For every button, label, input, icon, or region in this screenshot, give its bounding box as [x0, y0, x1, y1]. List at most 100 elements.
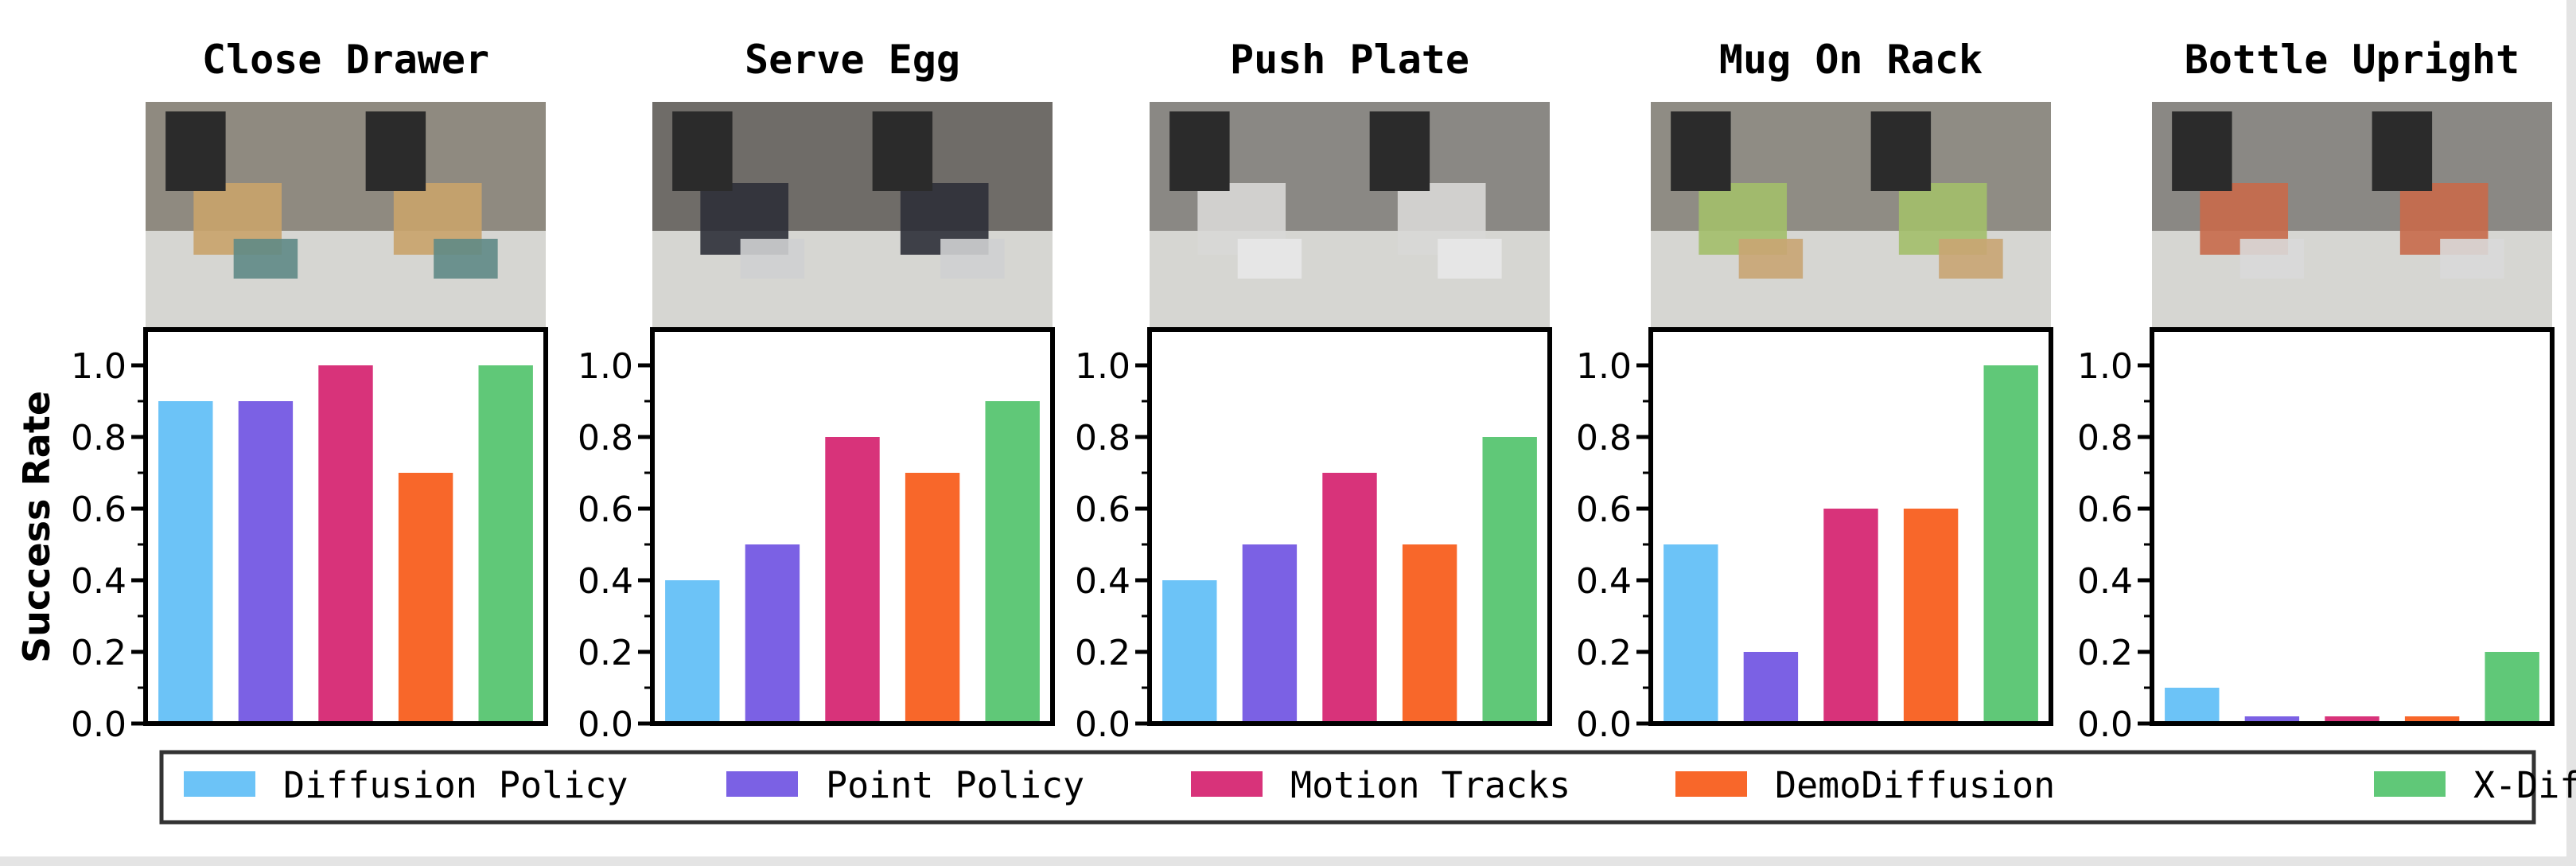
- y-tick-label: 0.2: [1576, 633, 1632, 673]
- y-tick-label: 0.2: [578, 633, 633, 673]
- robot-arm: [2372, 111, 2433, 191]
- bar-x-diffusion: [478, 365, 533, 721]
- axes-border: [143, 327, 548, 726]
- y-tick-label: 1.0: [2077, 346, 2133, 387]
- bar-diffusion-policy: [1664, 544, 1718, 721]
- bar-x-diffusion: [2485, 652, 2539, 721]
- y-tick-label: 1.0: [578, 346, 633, 387]
- legend-label: Diffusion Policy: [283, 764, 628, 806]
- bar-demodiffusion: [905, 473, 960, 721]
- axes-border: [2150, 327, 2555, 726]
- bar-point-policy: [1743, 652, 1799, 721]
- task-object-secondary: [940, 239, 1005, 279]
- axes-border: [1648, 327, 2053, 726]
- y-tick-label: 1.0: [1576, 346, 1632, 387]
- robot-arm: [1870, 111, 1932, 191]
- legend-swatch: [1675, 771, 1747, 797]
- y-tick-label: 0.4: [2077, 561, 2133, 602]
- window-edge-bottom: [0, 856, 2576, 866]
- robot-arm: [872, 111, 933, 191]
- y-tick-label: 0.2: [1075, 633, 1130, 673]
- legend-label: Motion Tracks: [1290, 764, 1570, 806]
- robot-arm: [165, 111, 226, 191]
- bar-point-policy: [1242, 544, 1298, 721]
- bar-diffusion-policy: [2165, 688, 2220, 721]
- panel-title: Close Drawer: [202, 37, 489, 83]
- bar-motion-tracks: [318, 365, 373, 721]
- panel-title: Bottle Upright: [2185, 37, 2520, 83]
- y-tick-label: 0.0: [2077, 704, 2133, 745]
- bar-demodiffusion: [2404, 716, 2460, 721]
- y-tick-label: 0.2: [71, 633, 126, 673]
- bar-point-policy: [745, 544, 800, 721]
- y-axis-label: Success Rate: [15, 391, 58, 663]
- y-tick-label: 0.4: [1576, 561, 1632, 602]
- y-tick-label: 0.8: [578, 418, 633, 458]
- bar-motion-tracks: [1322, 473, 1377, 721]
- y-tick-label: 0.6: [578, 490, 633, 530]
- task-object-secondary: [2239, 239, 2305, 279]
- y-tick-label: 0.0: [578, 704, 633, 745]
- panel-title: Serve Egg: [745, 37, 960, 83]
- y-tick-label: 0.6: [71, 490, 126, 530]
- y-tick-label: 0.6: [1576, 490, 1632, 530]
- bar-demodiffusion: [1903, 509, 1959, 721]
- axes-border: [650, 327, 1055, 726]
- panel-0: Close Drawer 0.0 0.2 0.4 0.6 0.8 1.0: [71, 37, 548, 745]
- robot-arm: [365, 111, 426, 191]
- bar-point-policy: [238, 401, 294, 721]
- bar-demodiffusion: [398, 473, 453, 721]
- y-tick-label: 0.0: [71, 704, 126, 745]
- panel-title: Push Plate: [1230, 37, 1469, 83]
- y-tick-label: 1.0: [71, 346, 126, 387]
- task-object-secondary: [1237, 239, 1302, 279]
- y-tick-label: 0.8: [1075, 418, 1130, 458]
- robot-arm: [2172, 111, 2232, 191]
- y-tick-label: 0.6: [1075, 490, 1130, 530]
- y-tick-label: 0.4: [1075, 561, 1130, 602]
- legend-label: X-Diffusion: [2473, 764, 2576, 806]
- task-object-secondary: [434, 239, 498, 279]
- y-tick-label: 0.2: [2077, 633, 2133, 673]
- y-tick-label: 0.8: [1576, 418, 1632, 458]
- legend-swatch: [1191, 771, 1263, 797]
- y-tick-label: 1.0: [1075, 346, 1130, 387]
- legend-label: Point Policy: [826, 764, 1084, 806]
- bar-motion-tracks: [1823, 509, 1878, 721]
- bar-demodiffusion: [1402, 544, 1457, 721]
- panel-title: Mug On Rack: [1719, 37, 1983, 83]
- panel-4: Bottle Upright 0.0 0.2 0.4 0.6 0.8 1.0: [2077, 37, 2555, 745]
- panel-2: Push Plate 0.0 0.2 0.4 0.6 0.8 1.0: [1075, 37, 1552, 745]
- legend: Diffusion Policy Point Policy Motion Track…: [159, 750, 2576, 825]
- window-edge-right: [2566, 0, 2576, 866]
- y-tick-label: 0.0: [1075, 704, 1130, 745]
- bar-diffusion-policy: [1162, 580, 1217, 721]
- bar-x-diffusion: [985, 401, 1040, 721]
- task-object-secondary: [2440, 239, 2504, 279]
- y-tick-label: 0.6: [2077, 490, 2133, 530]
- robot-arm: [1169, 111, 1230, 191]
- y-tick-label: 0.0: [1576, 704, 1632, 745]
- task-object-secondary: [1738, 239, 1804, 279]
- robot-arm: [672, 111, 733, 191]
- legend-label: DemoDiffusion: [1775, 764, 2055, 806]
- bar-diffusion-policy: [158, 401, 213, 721]
- y-tick-label: 0.8: [2077, 418, 2133, 458]
- legend-swatch: [184, 771, 255, 797]
- bar-motion-tracks: [825, 437, 880, 721]
- bar-point-policy: [2244, 716, 2300, 721]
- legend-swatch: [726, 771, 798, 797]
- panel-1: Serve Egg 0.0 0.2 0.4 0.6 0.8 1.0: [578, 37, 1055, 745]
- bar-x-diffusion: [1482, 437, 1537, 721]
- legend-box: [159, 750, 2536, 825]
- bar-motion-tracks: [2325, 716, 2379, 721]
- y-tick-label: 0.8: [71, 418, 126, 458]
- task-object-secondary: [233, 239, 298, 279]
- axes-border: [1147, 327, 1552, 726]
- robot-arm: [1671, 111, 1731, 191]
- bar-diffusion-policy: [665, 580, 720, 721]
- bar-x-diffusion: [1983, 365, 2038, 721]
- robot-arm: [1369, 111, 1430, 191]
- y-tick-label: 0.4: [578, 561, 633, 602]
